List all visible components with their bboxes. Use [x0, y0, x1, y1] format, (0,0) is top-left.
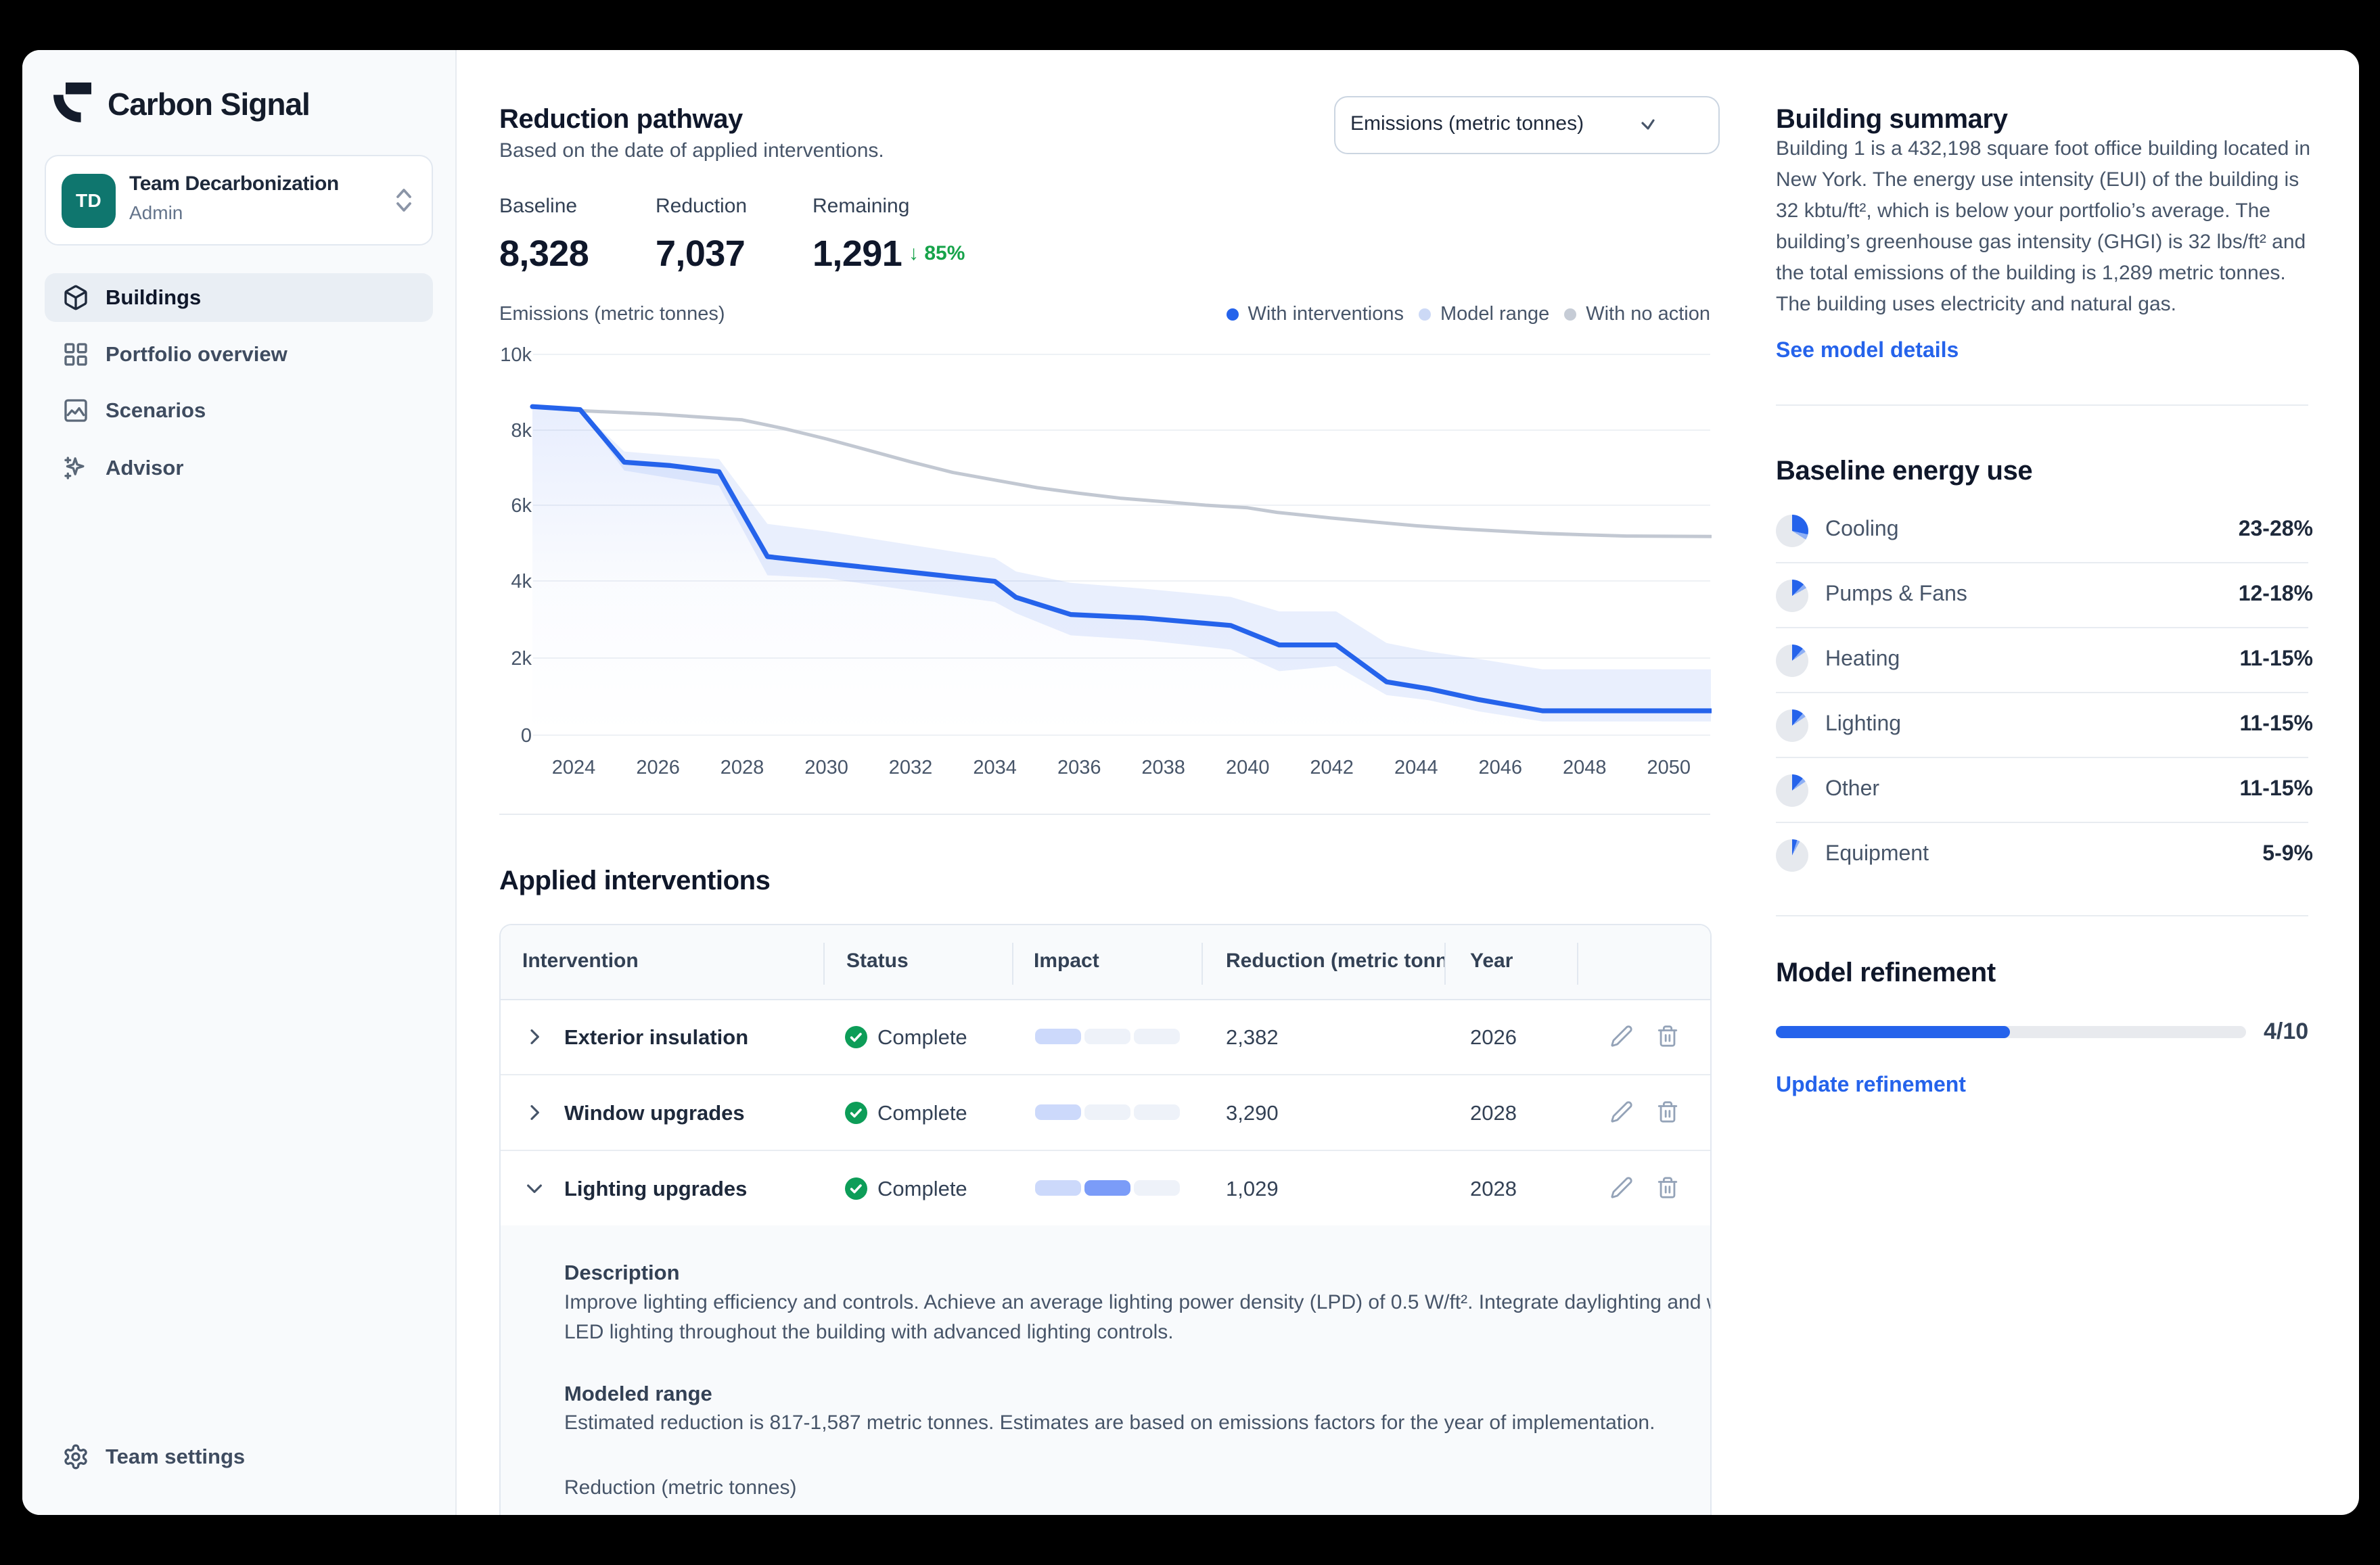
svg-text:2040: 2040: [1226, 757, 1270, 778]
svg-text:2k: 2k: [511, 648, 532, 670]
svg-text:0: 0: [521, 725, 532, 747]
svg-text:2050: 2050: [1647, 757, 1691, 778]
svg-text:2044: 2044: [1394, 757, 1438, 778]
svg-text:2046: 2046: [1479, 757, 1523, 778]
svg-text:2034: 2034: [973, 757, 1017, 778]
svg-text:2024: 2024: [552, 757, 596, 778]
svg-text:2026: 2026: [636, 757, 680, 778]
svg-text:2048: 2048: [1563, 757, 1607, 778]
svg-text:2030: 2030: [804, 757, 848, 778]
svg-text:2038: 2038: [1141, 757, 1185, 778]
svg-text:8k: 8k: [511, 420, 532, 442]
svg-text:2028: 2028: [720, 757, 764, 778]
svg-text:4k: 4k: [511, 571, 532, 592]
svg-text:2032: 2032: [889, 757, 933, 778]
svg-text:6k: 6k: [511, 495, 532, 517]
svg-text:10k: 10k: [500, 345, 532, 366]
svg-text:2036: 2036: [1057, 757, 1101, 778]
svg-text:2042: 2042: [1310, 757, 1354, 778]
